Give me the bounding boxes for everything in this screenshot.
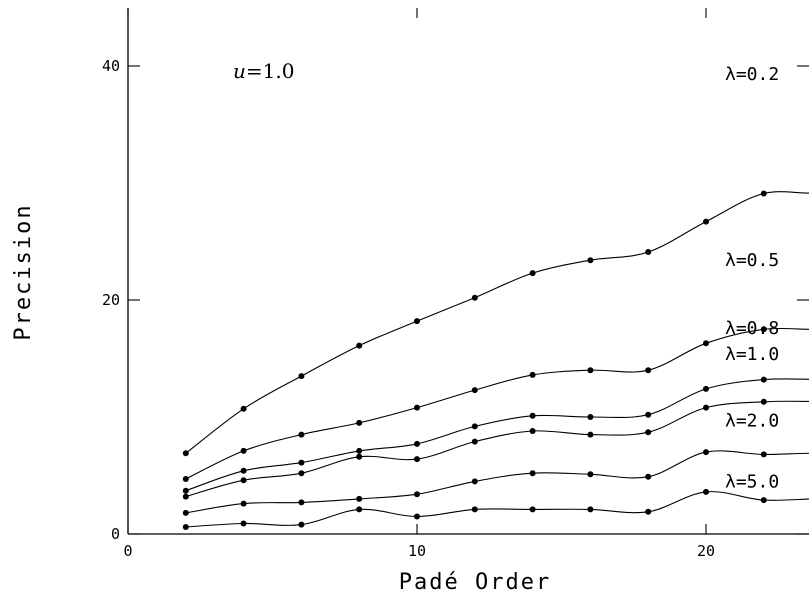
- data-point: [645, 473, 652, 480]
- y-tick-label: 0: [111, 525, 120, 543]
- data-point: [182, 450, 189, 457]
- data-point: [645, 249, 652, 255]
- data-point: [414, 318, 420, 325]
- data-point: [645, 411, 652, 418]
- series-line: [185, 378, 809, 492]
- series-label: λ=2.0: [725, 411, 779, 432]
- data-point: [471, 294, 478, 301]
- data-point: [414, 491, 420, 498]
- data-point: [760, 497, 767, 504]
- data-point: [356, 342, 363, 349]
- data-point: [645, 429, 652, 436]
- data-point: [298, 459, 305, 466]
- data-point: [356, 447, 363, 454]
- data-point: [182, 476, 189, 482]
- data-point: [182, 493, 189, 500]
- data-point: [587, 414, 594, 420]
- data-point: [471, 506, 478, 513]
- data-point: [587, 367, 594, 374]
- data-point: [587, 506, 594, 513]
- y-axis-title: Precision: [11, 203, 36, 340]
- series-line: [185, 327, 809, 480]
- data-point: [356, 419, 363, 426]
- data-point: [298, 470, 305, 477]
- data-point: [760, 326, 767, 333]
- data-point: [240, 520, 247, 527]
- data-point: [298, 521, 305, 528]
- data-point: [760, 398, 767, 405]
- data-point: [356, 506, 363, 513]
- data-point: [703, 340, 709, 347]
- data-point: [414, 513, 420, 520]
- data-point: [298, 373, 305, 380]
- data-point: [471, 438, 478, 445]
- data-point: [760, 190, 767, 197]
- annotation-value: =1.0: [246, 59, 295, 83]
- data-point: [182, 509, 189, 516]
- series-line: [185, 191, 809, 454]
- parameter-annotation: u=1.0: [233, 59, 294, 83]
- data-point: [587, 431, 594, 438]
- data-point: [529, 371, 536, 378]
- data-point: [703, 449, 709, 456]
- data-point: [703, 488, 709, 495]
- data-point: [356, 453, 363, 460]
- data-point: [760, 376, 767, 383]
- data-point: [587, 471, 594, 478]
- data-point: [529, 470, 536, 477]
- data-point: [240, 500, 247, 507]
- y-tick-label: 40: [102, 57, 120, 75]
- x-axis-title: Padé Order: [399, 570, 551, 595]
- series-label: λ=0.2: [725, 64, 779, 85]
- series-labels: λ=0.2 λ=0.5 λ=0.8 λ=1.0 λ=2.0 λ=5.0: [725, 64, 779, 492]
- series-line: [185, 450, 809, 514]
- data-point: [182, 487, 189, 494]
- annotation-variable: u: [233, 59, 246, 83]
- series-line: [185, 400, 809, 498]
- series-line: [185, 491, 809, 528]
- data-point: [240, 477, 247, 484]
- data-point: [529, 428, 536, 434]
- data-point: [414, 404, 420, 411]
- data-point: [298, 499, 305, 506]
- data-point: [414, 456, 420, 463]
- series-label: λ=5.0: [725, 471, 779, 492]
- x-tick-label: 10: [408, 542, 426, 560]
- data-point: [703, 218, 709, 225]
- series-label: λ=0.8: [725, 318, 779, 339]
- data-point: [298, 431, 305, 438]
- x-tick-label: 0: [123, 542, 132, 560]
- series-label: λ=0.5: [725, 250, 779, 271]
- data-point: [760, 451, 767, 458]
- data-point: [645, 367, 652, 374]
- data-point: [240, 467, 247, 474]
- series-label: λ=1.0: [725, 344, 779, 365]
- data-point: [471, 478, 478, 485]
- series-group: [182, 190, 809, 530]
- data-point: [182, 524, 189, 530]
- data-point: [645, 508, 652, 515]
- data-point: [529, 506, 536, 513]
- plot-frame: [127, 8, 809, 535]
- x-tick-label: 20: [697, 542, 715, 560]
- data-point: [703, 404, 709, 411]
- y-tick-label: 20: [102, 291, 120, 309]
- data-point: [471, 387, 478, 394]
- data-point: [587, 257, 594, 264]
- data-point: [529, 412, 536, 419]
- data-point: [529, 270, 536, 277]
- data-point: [414, 440, 420, 447]
- data-point: [703, 385, 709, 392]
- data-point: [240, 447, 247, 454]
- axis-ticks: 01020304002040: [102, 8, 809, 560]
- data-point: [240, 405, 247, 412]
- data-point: [356, 495, 363, 502]
- data-point: [471, 423, 478, 430]
